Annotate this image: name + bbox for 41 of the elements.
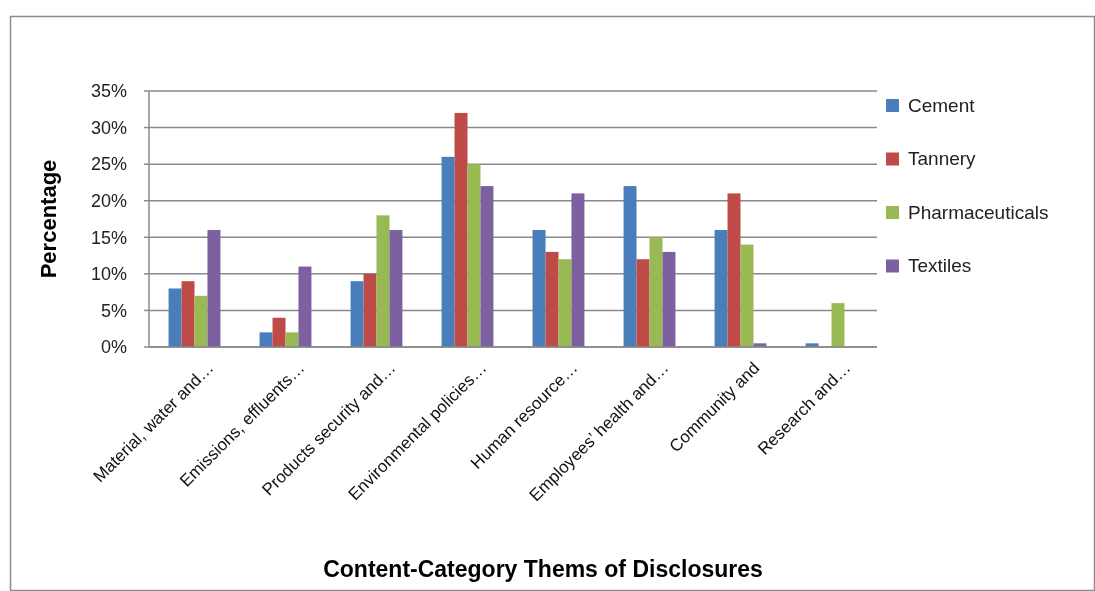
- bar: [727, 193, 741, 347]
- bar: [662, 251, 676, 347]
- bar: [558, 259, 572, 347]
- y-tick-label: 10%: [90, 264, 127, 285]
- y-tick-label: 25%: [90, 154, 127, 175]
- legend-label: Textiles: [908, 255, 972, 277]
- y-tick-label: 35%: [90, 81, 127, 102]
- legend-label: Cement: [908, 94, 976, 116]
- bar: [441, 156, 455, 347]
- y-tick-label: 30%: [90, 117, 127, 138]
- bar: [259, 332, 273, 347]
- y-tick-label: 5%: [100, 300, 127, 321]
- y-tick-label: 20%: [90, 191, 127, 212]
- bar: [532, 229, 546, 347]
- bar: [207, 229, 221, 347]
- bar: [298, 266, 312, 347]
- bar: [623, 186, 637, 347]
- bar: [389, 229, 403, 347]
- bar: [194, 295, 208, 347]
- bar: [480, 186, 494, 347]
- bar: [168, 288, 182, 347]
- y-tick-label: 15%: [90, 227, 127, 248]
- y-tick-label: 0%: [100, 337, 127, 358]
- bar: [571, 193, 585, 347]
- bar: [545, 251, 559, 347]
- bar: [454, 112, 468, 347]
- bar: [363, 273, 377, 347]
- bar: [714, 229, 728, 347]
- bar: [649, 237, 663, 347]
- bar: [376, 215, 390, 347]
- bar: [831, 303, 845, 347]
- bar: [636, 259, 650, 347]
- bar: [740, 244, 754, 347]
- bar: [272, 317, 286, 347]
- y-axis-title: Percentage: [36, 159, 61, 279]
- legend-label: Tannery: [908, 148, 977, 170]
- x-axis-title: Content-Category Thems of Disclosures: [323, 556, 763, 582]
- legend-label: Pharmaceuticals: [908, 201, 1049, 223]
- bar: [181, 281, 195, 347]
- bar: [467, 164, 481, 347]
- bar: [350, 281, 364, 347]
